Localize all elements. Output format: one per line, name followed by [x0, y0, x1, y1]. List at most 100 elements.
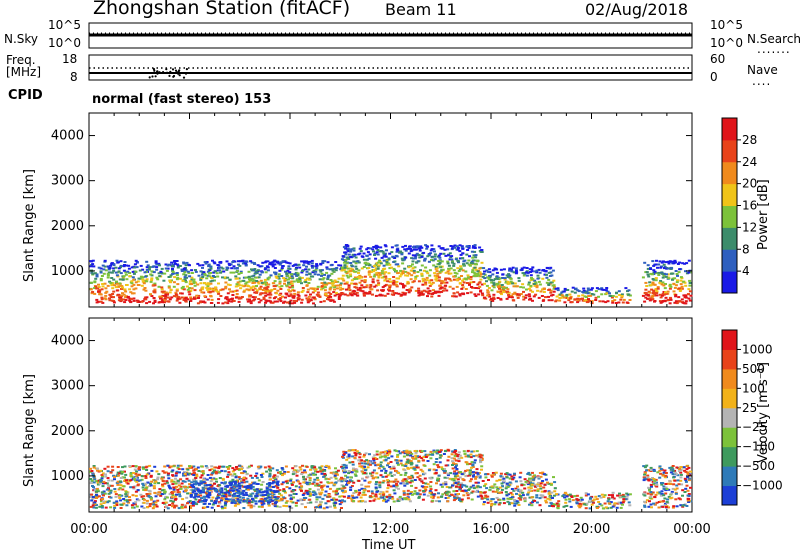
scatter-cell: [331, 268, 335, 271]
scatter-cell: [421, 278, 425, 280]
scatter-cell: [401, 283, 404, 286]
scatter-cell: [367, 267, 371, 269]
scatter-cell: [211, 259, 214, 262]
scatter-cell: [492, 293, 496, 296]
scatter-cell: [253, 298, 257, 301]
scatter-cell: [468, 264, 472, 267]
scatter-cell: [141, 466, 145, 469]
scatter-cell: [409, 265, 413, 268]
scatter-cell: [396, 272, 400, 275]
scatter-cell: [291, 302, 294, 305]
scatter-cell: [210, 468, 214, 471]
scatter-cell: [330, 498, 334, 501]
scatter-cell: [293, 273, 297, 276]
scatter-cell: [416, 455, 419, 458]
scatter-cell: [457, 460, 461, 463]
scatter-cell: [381, 494, 385, 497]
scatter-cell: [324, 502, 328, 505]
scatter-cell: [479, 290, 482, 293]
scatter-cell: [206, 270, 210, 273]
scatter-cell: [397, 277, 400, 280]
scatter-cell: [646, 294, 650, 296]
scatter-cell: [455, 490, 459, 492]
scatter-cell: [109, 471, 113, 474]
scatter-cell: [620, 293, 624, 296]
scatter-cell: [384, 450, 387, 453]
scatter-cell: [153, 288, 157, 291]
scatter-cell: [222, 495, 226, 498]
scatter-cell: [367, 273, 371, 276]
scatter-cell: [669, 260, 673, 263]
scatter-cell: [343, 264, 347, 267]
scatter-cell: [182, 472, 186, 475]
scatter-cell: [238, 493, 242, 496]
scatter-cell: [199, 270, 203, 273]
scatter-cell: [106, 276, 110, 279]
scatter-cell: [173, 260, 177, 263]
scatter-cell: [221, 507, 224, 510]
scatter-cell: [515, 502, 518, 505]
scatter-cell: [651, 295, 655, 298]
scatter-cell: [269, 469, 272, 472]
scatter-cell: [351, 269, 355, 272]
scatter-cell: [237, 482, 241, 485]
scatter-cell: [132, 487, 136, 490]
scatter-cell: [604, 289, 608, 292]
scatter-cell: [286, 479, 290, 482]
scatter-cell: [107, 271, 111, 274]
scatter-cell: [435, 267, 439, 270]
scatter-cell: [451, 477, 455, 480]
scatter-cell: [334, 284, 338, 287]
scatter-cell: [373, 254, 376, 256]
scatter-cell: [125, 278, 129, 281]
scatter-cell: [213, 270, 217, 273]
scatter-cell: [356, 288, 360, 291]
scatter-cell: [145, 260, 149, 263]
scatter-cell: [464, 489, 468, 492]
scatter-cell: [232, 487, 236, 490]
scatter-cell: [417, 291, 421, 294]
scatter-cell: [104, 269, 108, 272]
scatter-cell: [256, 490, 259, 493]
scatter-cell: [252, 488, 256, 491]
scatter-cell: [347, 288, 351, 291]
scatter-cell: [243, 289, 247, 292]
scatter-cell: [515, 285, 519, 288]
scatter-cell: [509, 280, 513, 283]
scatter-cell: [154, 260, 158, 263]
scatter-cell: [302, 475, 305, 478]
scatter-cell: [542, 288, 546, 291]
scatter-cell: [503, 277, 507, 280]
scatter-cell: [347, 472, 351, 475]
scatter-cell: [383, 284, 387, 287]
scatter-cell: [276, 486, 280, 489]
scatter-cell: [480, 468, 483, 471]
scatter-cell: [193, 501, 197, 504]
nave-dip-point: [177, 70, 180, 73]
scatter-cell: [462, 450, 466, 453]
scatter-cell: [118, 497, 122, 499]
scatter-cell: [600, 293, 604, 296]
scatter-cell: [272, 297, 276, 300]
scatter-cell: [624, 287, 628, 290]
scatter-cell: [222, 465, 226, 468]
scatter-cell: [466, 245, 470, 248]
scatter-cell: [369, 463, 372, 466]
scatter-cell: [215, 480, 218, 483]
scatter-cell: [248, 298, 251, 301]
scatter-cell: [170, 479, 174, 482]
scatter-cell: [209, 290, 213, 293]
scatter-cell: [154, 501, 158, 504]
scatter-cell: [242, 494, 246, 496]
scatter-cell: [167, 276, 171, 278]
scatter-cell: [186, 468, 190, 471]
nave-dip-point: [174, 69, 178, 72]
scatter-cell: [470, 472, 474, 475]
scatter-cell: [442, 281, 446, 284]
scatter-cell: [417, 294, 421, 297]
scatter-cell: [646, 273, 650, 276]
scatter-cell: [372, 499, 376, 502]
scatter-cell: [266, 260, 270, 263]
scatter-cell: [529, 289, 533, 292]
scatter-cell: [227, 298, 231, 301]
